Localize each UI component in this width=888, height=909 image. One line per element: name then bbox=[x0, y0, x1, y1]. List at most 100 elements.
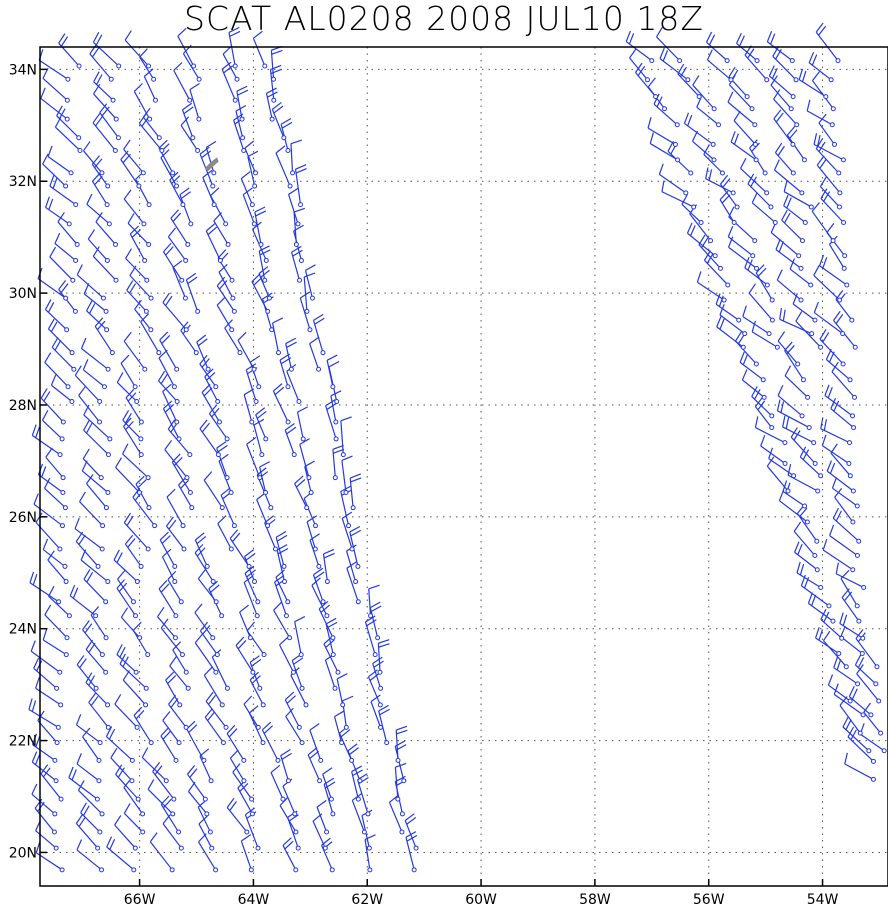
wind-barb bbox=[140, 313, 162, 356]
wind-barb bbox=[848, 685, 874, 718]
wind-barb bbox=[172, 260, 188, 301]
wind-barb bbox=[169, 656, 191, 691]
wind-barb bbox=[229, 749, 247, 784]
wind-barb bbox=[134, 299, 154, 333]
wind-barb bbox=[142, 107, 162, 141]
wind-barb bbox=[282, 778, 298, 817]
wind-barb bbox=[237, 779, 255, 817]
wind-barb bbox=[217, 515, 234, 552]
wind-barb bbox=[180, 116, 201, 154]
wind-barb bbox=[730, 131, 759, 163]
wind-barb bbox=[242, 187, 257, 227]
wind-barb bbox=[369, 601, 382, 641]
wind-barb bbox=[394, 762, 407, 802]
wind-barb bbox=[799, 446, 824, 479]
wind-barb bbox=[203, 471, 225, 511]
wind-barb bbox=[683, 112, 716, 147]
wind-barb bbox=[840, 569, 860, 609]
wind-barb bbox=[258, 245, 271, 283]
wind-barb bbox=[820, 188, 847, 226]
wind-barb bbox=[340, 416, 352, 458]
wind-barb bbox=[162, 242, 185, 283]
wind-barb bbox=[653, 93, 680, 128]
wind-barb bbox=[322, 767, 334, 802]
wind-barb bbox=[33, 493, 65, 529]
wind-barb bbox=[656, 26, 683, 64]
wind-barb bbox=[114, 815, 138, 851]
wind-barb bbox=[105, 726, 135, 763]
wind-barb bbox=[216, 441, 230, 481]
wind-barb bbox=[733, 110, 758, 147]
wind-barb bbox=[318, 600, 336, 641]
wind-barb bbox=[793, 521, 818, 558]
wind-barb bbox=[739, 351, 766, 383]
wind-barb bbox=[659, 47, 691, 83]
wind-barb bbox=[686, 222, 718, 259]
wind-barb bbox=[31, 783, 58, 817]
wind-barb bbox=[162, 711, 182, 746]
wind-barb bbox=[99, 103, 121, 141]
wind-barb bbox=[86, 474, 109, 511]
wind-barb bbox=[649, 132, 681, 163]
wind-barb bbox=[113, 549, 140, 585]
wind-barb bbox=[256, 492, 271, 529]
wind-barb bbox=[647, 117, 678, 147]
lat-tick-label: 32N bbox=[9, 174, 37, 190]
wind-barb bbox=[269, 64, 282, 103]
wind-barb bbox=[110, 747, 135, 784]
wind-barb bbox=[271, 101, 287, 141]
wind-barb bbox=[81, 460, 111, 496]
wind-barb bbox=[80, 802, 103, 835]
wind-barb bbox=[773, 109, 796, 147]
wind-barb bbox=[273, 601, 293, 641]
wind-barb bbox=[88, 692, 111, 730]
wind-barb bbox=[199, 621, 220, 658]
wind-barb bbox=[667, 140, 694, 176]
wind-barb bbox=[47, 318, 75, 356]
wind-barb bbox=[42, 67, 70, 103]
wind-barb bbox=[181, 102, 196, 141]
wind-barb bbox=[795, 311, 824, 350]
wind-barb bbox=[333, 710, 345, 746]
wind-barb bbox=[316, 799, 330, 835]
wind-barb bbox=[275, 530, 288, 569]
wind-barb bbox=[159, 331, 180, 372]
wind-barb bbox=[160, 149, 180, 189]
wind-barb bbox=[304, 264, 316, 301]
wind-barb bbox=[854, 654, 879, 687]
wind-barb bbox=[170, 209, 191, 247]
wind-barb bbox=[129, 265, 154, 301]
island-marker bbox=[204, 157, 219, 172]
wind-barb bbox=[249, 355, 262, 390]
wind-barb bbox=[368, 584, 380, 619]
wind-barb bbox=[95, 212, 119, 247]
wind-barb bbox=[79, 491, 106, 529]
wind-barb bbox=[246, 436, 263, 481]
wind-barb bbox=[815, 138, 842, 176]
wind-barb bbox=[173, 62, 193, 103]
wind-barb bbox=[800, 574, 832, 609]
wind-barb bbox=[139, 48, 157, 82]
wind-barb bbox=[76, 839, 105, 873]
wind-barb bbox=[744, 256, 770, 288]
wind-barb bbox=[122, 670, 149, 708]
wind-barb bbox=[681, 194, 704, 226]
wind-barb bbox=[347, 743, 363, 784]
wind-barb bbox=[49, 246, 76, 283]
wind-barb bbox=[405, 831, 418, 873]
wind-barb bbox=[123, 139, 146, 176]
wind-barb bbox=[80, 337, 111, 372]
wind-barb bbox=[49, 175, 79, 208]
wind-barb bbox=[294, 475, 310, 511]
wind-barb bbox=[198, 833, 219, 873]
wind-barb bbox=[135, 475, 152, 511]
wind-barb bbox=[93, 71, 116, 103]
wind-barb bbox=[37, 463, 66, 496]
wind-barb bbox=[90, 606, 109, 641]
wind-barb bbox=[351, 793, 367, 835]
wind-barb bbox=[75, 714, 103, 746]
wind-barb bbox=[813, 133, 846, 163]
wind-barb bbox=[798, 68, 829, 100]
wind-barb bbox=[784, 341, 806, 383]
